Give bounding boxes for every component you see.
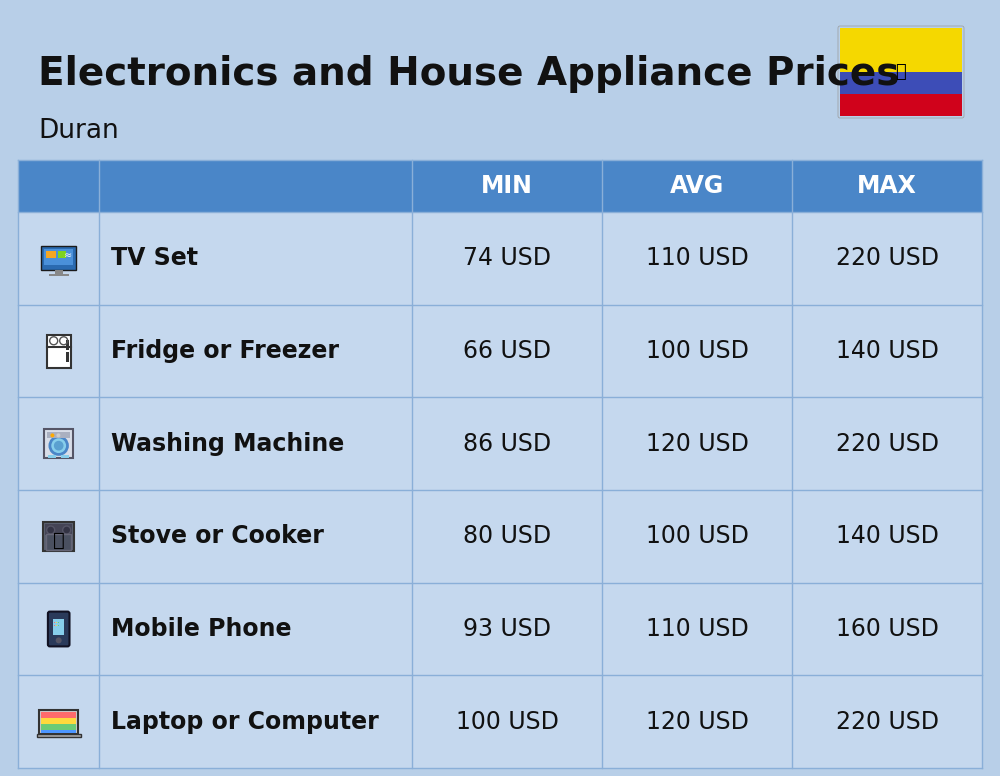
Text: MAX: MAX [857,174,917,198]
Circle shape [56,637,62,643]
Bar [18,490,982,583]
Circle shape [50,433,54,438]
Bar [41,729,76,733]
Text: 74 USD: 74 USD [463,246,551,270]
Bar [37,734,81,737]
Bar [18,212,982,305]
Text: 120 USD: 120 USD [646,710,749,733]
Bar [41,718,76,724]
Text: 140 USD: 140 USD [836,525,938,549]
Bar [53,618,64,636]
Bar [18,397,982,490]
Text: 100 USD: 100 USD [646,339,749,363]
Circle shape [54,441,64,451]
Text: 🦅: 🦅 [896,63,906,81]
Text: Electronics and House Appliance Prices: Electronics and House Appliance Prices [38,55,899,93]
Bar [48,455,56,458]
Bar [47,334,71,368]
Bar [45,524,72,535]
Bar [840,94,962,116]
Text: 86 USD: 86 USD [463,431,551,456]
Bar [18,675,982,768]
Text: 110 USD: 110 USD [646,246,749,270]
Bar [46,534,71,549]
Bar [66,340,69,349]
Text: 220 USD: 220 USD [836,431,939,456]
Bar [61,455,69,458]
Text: Mobile Phone: Mobile Phone [111,617,292,641]
Text: 220 USD: 220 USD [836,710,939,733]
Text: Duran: Duran [38,118,119,144]
Bar [41,724,76,729]
Bar [41,712,76,718]
Bar [66,352,69,362]
Text: Stove or Cooker: Stove or Cooker [111,525,324,549]
Text: 220 USD: 220 USD [836,246,939,270]
Bar [46,251,56,258]
Text: TV Set: TV Set [111,246,198,270]
Text: Fridge or Freezer: Fridge or Freezer [111,339,339,363]
Bar [840,28,962,72]
Text: 🔥: 🔥 [53,531,65,550]
Bar [840,72,962,94]
Text: 100 USD: 100 USD [456,710,559,733]
Text: Laptop or Computer: Laptop or Computer [111,710,379,733]
Bar [39,709,78,734]
Bar [44,249,73,265]
Text: AVG: AVG [670,174,724,198]
Text: 80 USD: 80 USD [463,525,551,549]
Bar [18,583,982,675]
Bar [47,432,70,438]
Text: 93 USD: 93 USD [463,617,551,641]
Bar [58,251,66,258]
Text: ≈: ≈ [64,250,72,260]
Bar [55,270,63,275]
Bar [43,522,74,551]
Circle shape [50,437,67,455]
Bar [18,305,982,397]
Bar [18,160,982,212]
Circle shape [47,526,55,534]
Text: 110 USD: 110 USD [646,617,749,641]
Text: Washing Machine: Washing Machine [111,431,345,456]
Text: MIN: MIN [481,174,533,198]
Bar [41,246,76,270]
Circle shape [63,536,71,544]
Bar [49,275,69,276]
Text: 140 USD: 140 USD [836,339,938,363]
Text: 100 USD: 100 USD [646,525,749,549]
Bar [44,429,73,458]
Text: 160 USD: 160 USD [836,617,938,641]
Circle shape [63,526,71,534]
Text: 120 USD: 120 USD [646,431,749,456]
Circle shape [56,433,60,438]
Text: 66 USD: 66 USD [463,339,551,363]
Circle shape [47,536,55,544]
FancyBboxPatch shape [48,611,69,646]
